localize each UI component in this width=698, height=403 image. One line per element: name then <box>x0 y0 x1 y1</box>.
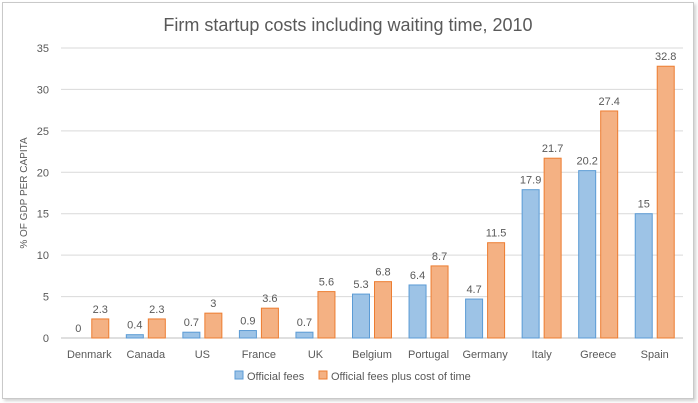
legend-label: Official fees plus cost of time <box>331 371 471 383</box>
x-axis-ticks: Denmark Canada US France UK Belgium Portugal Ge… <box>67 349 669 361</box>
y-axis-label: % OF GDP PER CAPITA <box>19 137 30 249</box>
x-tick-label: US <box>195 349 210 361</box>
data-label: 8.7 <box>432 251 447 263</box>
data-label: 2.3 <box>149 304 164 316</box>
bar-fees-plus-time <box>487 242 506 339</box>
data-labels: 0 2.3 0.4 2.3 0.7 3 0.9 3.6 0.7 5.6 5.3 6.8 6.4 8.7 4.… <box>75 51 676 335</box>
bar-fees-plus-time <box>543 157 562 339</box>
y-tick-label: 5 <box>43 292 49 304</box>
data-label: 6.8 <box>375 267 390 279</box>
bar-official-fees <box>634 213 653 339</box>
x-tick-label: Greece <box>580 349 616 361</box>
x-tick-label: Germany <box>462 349 508 361</box>
x-tick-label: Spain <box>641 349 669 361</box>
x-tick-label: Portugal <box>408 349 449 361</box>
bar-chart: Firm startup costs including waiting tim… <box>19 15 683 383</box>
bar-official-fees <box>521 189 540 339</box>
bars <box>91 65 675 339</box>
legend-label: Official fees <box>247 371 305 383</box>
gridlines <box>61 47 683 339</box>
y-tick-label: 15 <box>37 209 49 221</box>
bar-fees-plus-time <box>317 291 336 339</box>
data-label: 32.8 <box>655 51 676 63</box>
data-label: 17.9 <box>520 175 541 187</box>
bar-official-fees <box>578 170 597 339</box>
y-tick-label: 35 <box>37 43 49 55</box>
x-tick-label: France <box>242 349 276 361</box>
legend-swatch <box>234 370 244 380</box>
y-tick-label: 0 <box>43 333 49 345</box>
y-axis-ticks: 0 5 10 15 20 25 30 35 <box>37 43 49 345</box>
data-label: 2.3 <box>93 304 108 316</box>
bar-official-fees <box>182 331 201 339</box>
data-label: 11.5 <box>486 228 507 240</box>
chart-title: Firm startup costs including waiting tim… <box>163 15 532 35</box>
data-label: 0.9 <box>240 316 255 328</box>
bar-fees-plus-time <box>374 281 392 339</box>
data-label: 0.7 <box>184 317 199 329</box>
data-label: 6.4 <box>410 270 425 282</box>
bar-fees-plus-time <box>260 307 279 339</box>
bar-fees-plus-time <box>204 312 223 339</box>
data-label: 5.3 <box>353 279 368 291</box>
bar-official-fees <box>352 293 370 339</box>
data-label: 0 <box>75 323 81 335</box>
legend-swatch <box>318 370 328 380</box>
y-tick-label: 30 <box>37 84 49 96</box>
x-tick-label: Canada <box>127 349 166 361</box>
y-tick-label: 20 <box>37 167 49 179</box>
y-tick-label: 25 <box>37 126 49 138</box>
y-tick-label: 10 <box>37 250 49 262</box>
bar-official-fees <box>295 331 314 339</box>
bar-fees-plus-time <box>91 318 110 339</box>
data-label: 20.2 <box>576 156 597 168</box>
data-label: 4.7 <box>466 284 481 296</box>
bar-fees-plus-time <box>430 265 449 339</box>
chart-frame: Firm startup costs including waiting tim… <box>2 2 694 399</box>
bar-official-fees <box>408 284 427 339</box>
bar-fees-plus-time <box>147 318 166 339</box>
bar-official-fees <box>465 298 484 339</box>
data-label: 21.7 <box>542 143 563 155</box>
bar-fees-plus-time <box>656 65 675 339</box>
bar-official-fees <box>238 330 257 339</box>
data-label: 15 <box>638 199 650 211</box>
bar-fees-plus-time <box>600 110 619 339</box>
bar-official-fees <box>125 334 144 339</box>
x-tick-label: Belgium <box>352 349 392 361</box>
data-label: 5.6 <box>319 277 334 289</box>
legend: Official fees Official fees plus cost of … <box>234 370 471 383</box>
x-tick-label: Italy <box>532 349 553 361</box>
x-tick-label: UK <box>308 349 324 361</box>
data-label: 27.4 <box>598 96 619 108</box>
data-label: 0.4 <box>127 320 142 332</box>
data-label: 3 <box>210 298 216 310</box>
data-label: 0.7 <box>297 317 312 329</box>
x-tick-label: Denmark <box>67 349 112 361</box>
data-label: 3.6 <box>262 293 277 305</box>
